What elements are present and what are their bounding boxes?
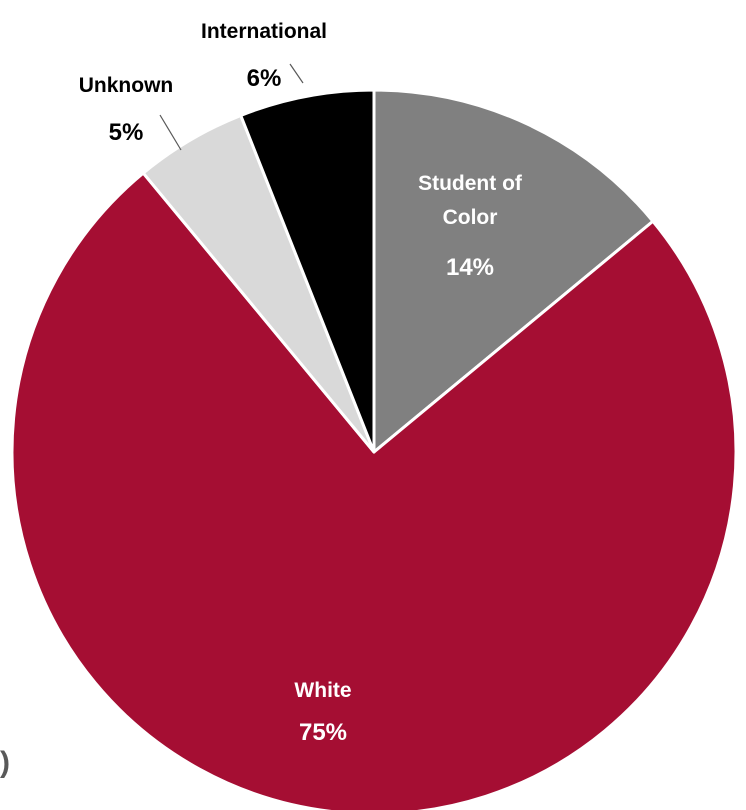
slice-value-white: 75%: [299, 719, 347, 746]
slice-value-student-of-color: 14%: [446, 254, 494, 281]
cropped-text-fragment: ): [0, 746, 10, 780]
slice-value-international: 6%: [247, 65, 282, 92]
slice-value-unknown: 5%: [109, 119, 144, 146]
slice-label-white: White: [294, 679, 351, 702]
slice-label-student-of-color-line-2: Color: [443, 206, 498, 229]
slice-label-student-of-color-line-1: Student of: [418, 172, 523, 195]
slice-label-unknown: Unknown: [79, 74, 174, 97]
leader-line-unknown: [160, 115, 181, 150]
slice-label-international: International: [201, 20, 327, 43]
leader-line-international: [290, 64, 303, 83]
